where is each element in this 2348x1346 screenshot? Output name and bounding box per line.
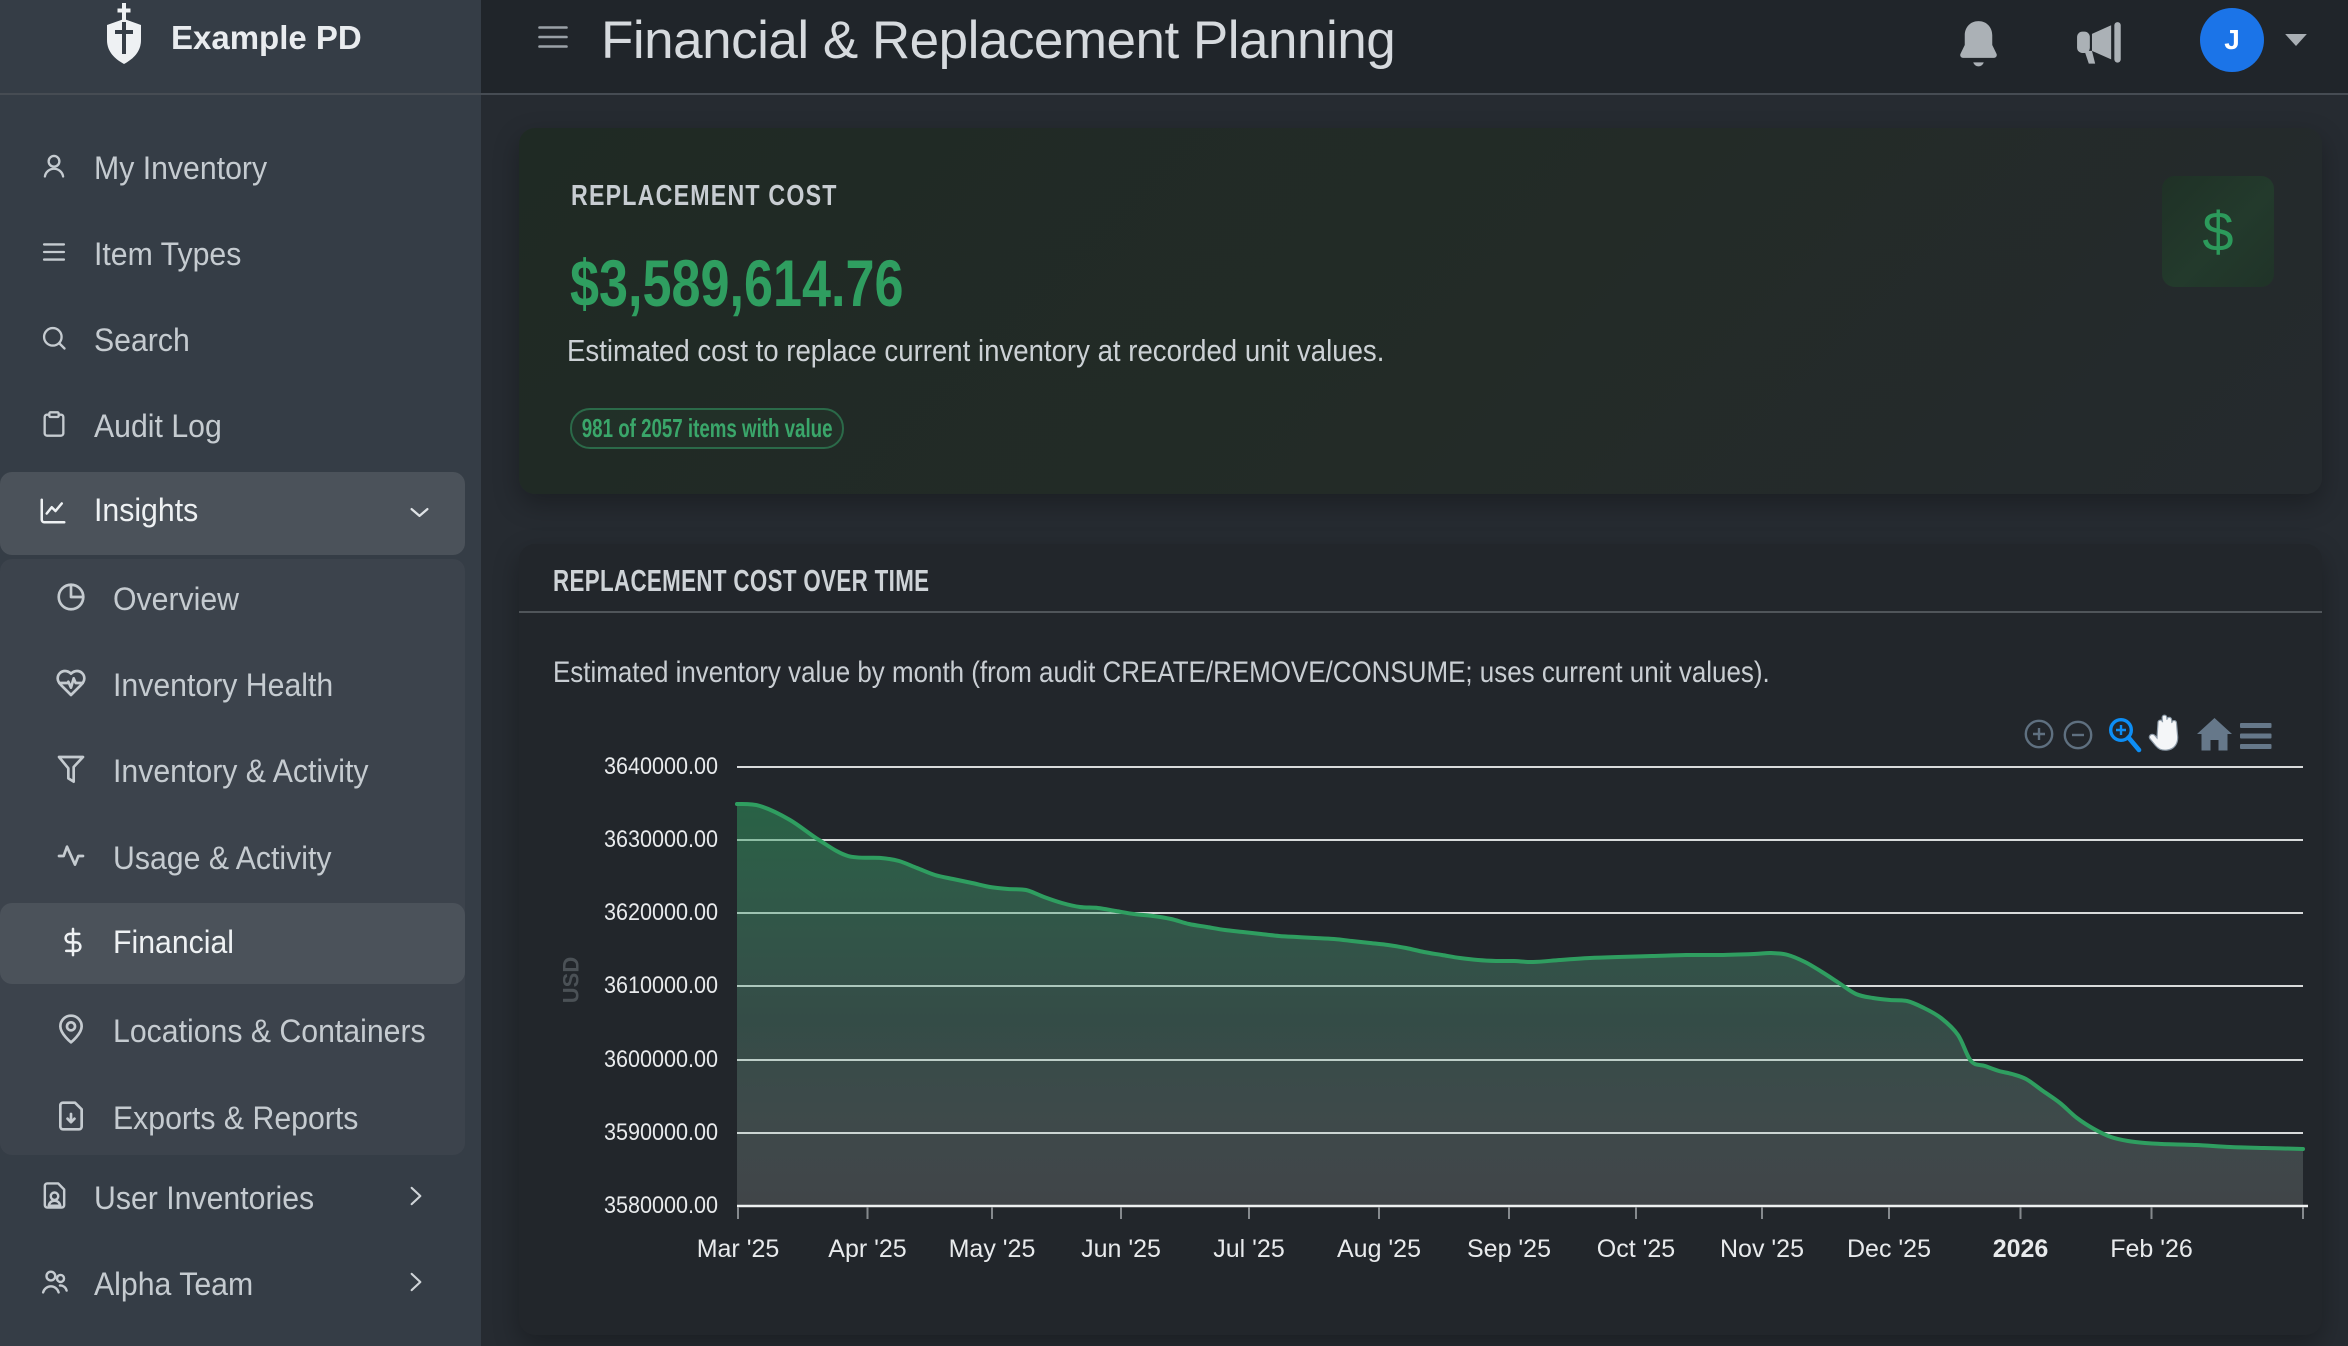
- svg-text:Aug '25: Aug '25: [1337, 1235, 1421, 1263]
- svg-text:May '25: May '25: [949, 1235, 1036, 1263]
- svg-text:3620000.00: 3620000.00: [604, 899, 718, 926]
- svg-text:Feb '26: Feb '26: [2110, 1235, 2193, 1263]
- svg-text:Apr '25: Apr '25: [828, 1235, 906, 1263]
- svg-text:Jul '25: Jul '25: [1213, 1235, 1284, 1263]
- svg-text:3600000.00: 3600000.00: [604, 1046, 718, 1073]
- svg-text:Nov '25: Nov '25: [1720, 1235, 1804, 1263]
- svg-text:Mar '25: Mar '25: [697, 1235, 780, 1263]
- svg-text:Sep '25: Sep '25: [1467, 1235, 1551, 1263]
- svg-text:USD: USD: [559, 957, 584, 1003]
- svg-text:2026: 2026: [1993, 1235, 2049, 1263]
- svg-text:Jun '25: Jun '25: [1081, 1235, 1161, 1263]
- svg-text:Dec '25: Dec '25: [1847, 1235, 1931, 1263]
- svg-text:3580000.00: 3580000.00: [604, 1192, 718, 1219]
- svg-text:3630000.00: 3630000.00: [604, 826, 718, 853]
- svg-text:Oct '25: Oct '25: [1597, 1235, 1675, 1263]
- svg-text:3640000.00: 3640000.00: [604, 753, 718, 780]
- svg-text:3590000.00: 3590000.00: [604, 1119, 718, 1146]
- svg-text:3610000.00: 3610000.00: [604, 972, 718, 999]
